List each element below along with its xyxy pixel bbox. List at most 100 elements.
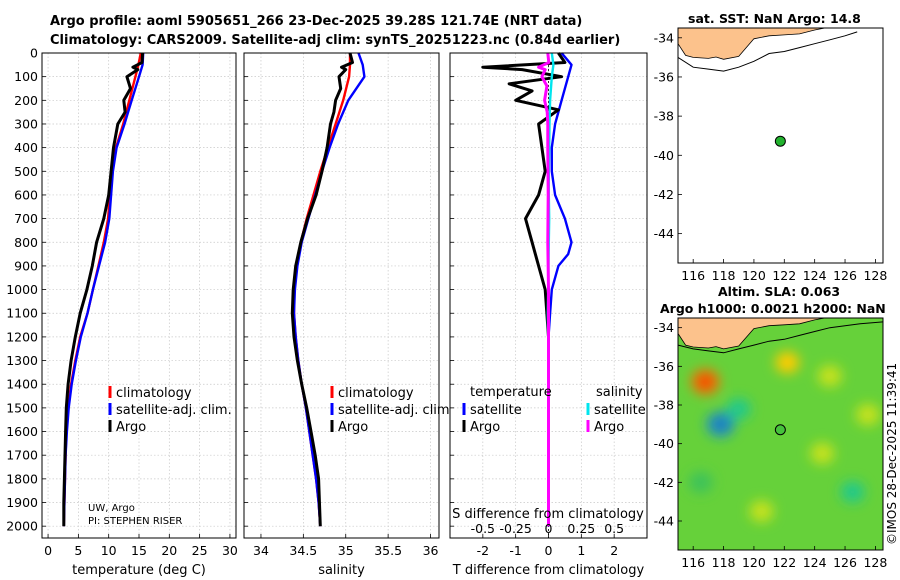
x-tick-label: 122: [772, 555, 796, 570]
depth-contour: [678, 31, 858, 72]
difference-profile-panel: -2 -1 0 1 2 T difference from climatology temp…: [449, 52, 648, 578]
legend-label: climatology: [116, 386, 192, 401]
y-tick-label: -40: [654, 436, 674, 451]
y-tick-label: -38: [654, 398, 674, 413]
x-tick-label: 126: [833, 268, 857, 283]
sla-anomaly: [855, 403, 880, 426]
sst-map-panel: 116 118 120 122 124 126 128 -34 -36 -38 -40 -42 -44: [654, 27, 887, 283]
x-tick-label: -2: [477, 543, 489, 558]
top-tick-label: -0.5: [471, 521, 495, 536]
x-tick-label: 15: [131, 543, 147, 558]
y-tick-label: -42: [654, 475, 674, 490]
y-tick-label: 1600: [6, 424, 38, 439]
y-tick-label: -36: [654, 69, 674, 84]
sla-map-panel: 116 118 120 122 124 126 128 -34 -36 -38 -40 -42 -44: [654, 317, 887, 570]
map-content: [678, 28, 883, 263]
y-tick-label: 800: [14, 235, 38, 250]
sst-map-title: sat. SST: NaN Argo: 14.8: [688, 11, 861, 26]
x-tick-label: 5: [74, 543, 82, 558]
sla-anomaly: [688, 471, 713, 494]
x-tick-label: 124: [803, 555, 827, 570]
x-tick-label: 128: [863, 268, 887, 283]
x-axis-label: salinity: [318, 563, 365, 578]
top-axis-label: S difference from climatology: [452, 507, 644, 522]
y-tick-label: -40: [654, 148, 674, 163]
y-tick-label: 700: [14, 211, 38, 226]
sla-anomaly: [775, 351, 800, 374]
series-satellite-adj-clim-: [292, 52, 366, 527]
sla-anomaly: [726, 398, 751, 420]
x-tick-label: 120: [742, 555, 766, 570]
temperature-profile-panel: 0100200300400500600700800900100011001200…: [6, 46, 238, 579]
x-tick-label: 116: [681, 268, 705, 283]
salinity-profile-panel: 34 34.5 35 35.5 36 salinity climatology satelli…: [243, 52, 454, 578]
sla-map-title-line2: Argo h1000: 0.0021 h2000: NaN: [660, 301, 886, 316]
x-tick-label: 116: [681, 555, 705, 570]
legend-label: satellite-adj. clim.: [338, 403, 454, 418]
y-tick-label: 1700: [6, 448, 38, 463]
y-tick-label: 300: [14, 116, 38, 131]
x-tick-label: 118: [712, 268, 736, 283]
x-tick-label: 118: [712, 555, 736, 570]
y-tick-label: 600: [14, 187, 38, 202]
y-tick-label: 1100: [6, 306, 38, 321]
y-tick-label: 2000: [6, 519, 38, 534]
y-tick-label: 1500: [6, 400, 38, 415]
plot-frame: [449, 52, 648, 539]
legend-label: Argo: [594, 420, 624, 435]
top-tick-label: 0.25: [567, 521, 595, 536]
map-frame: [677, 27, 884, 264]
x-tick-label: 36: [423, 543, 439, 558]
annotation-text: UW, Argo: [88, 503, 135, 514]
top-tick-label: -0.25: [499, 521, 531, 536]
x-tick-label: 128: [863, 555, 887, 570]
y-tick-label: 1300: [6, 353, 38, 368]
figure-title-line2: Climatology: CARS2009. Satellite-adj cli…: [50, 33, 621, 48]
legend-heading: salinity: [596, 385, 643, 400]
y-tick-label: 1000: [6, 282, 38, 297]
map-content: [678, 318, 883, 550]
sla-anomaly: [840, 481, 865, 503]
x-tick-label: 20: [161, 543, 177, 558]
y-tick-label: 0: [30, 46, 38, 61]
x-axis-label: T difference from climatology: [452, 563, 645, 578]
sla-anomaly: [749, 500, 774, 523]
x-tick-label: -1: [509, 543, 521, 558]
x-tick-label: 124: [803, 268, 827, 283]
y-tick-label: -44: [654, 514, 674, 529]
argo-position-marker: [774, 424, 786, 436]
x-tick-label: 1: [577, 543, 585, 558]
x-tick-label: 25: [192, 543, 208, 558]
y-tick-label: -42: [654, 187, 674, 202]
y-tick-label: -38: [654, 109, 674, 124]
top-tick-label: 0.5: [604, 521, 624, 536]
legend-label: Argo: [116, 420, 146, 435]
anomaly-field: [688, 351, 880, 523]
map-frame: [677, 317, 884, 551]
legend-label: Argo: [338, 420, 368, 435]
plot-frame: [243, 52, 440, 539]
x-tick-label: 30: [222, 543, 238, 558]
legend-label: satellite-adj. clim.: [116, 403, 232, 418]
top-tick-label: 0: [545, 521, 553, 536]
x-tick-label: 34.5: [289, 543, 317, 558]
y-tick-label: 1800: [6, 471, 38, 486]
x-tick-label: 10: [101, 543, 117, 558]
legend-heading: temperature: [470, 385, 552, 400]
y-tick-label: 500: [14, 164, 38, 179]
sla-anomaly-core: [714, 418, 727, 431]
sla-anomaly: [810, 442, 835, 465]
sla-map-title-line1: Altim. SLA: 0.063: [718, 284, 841, 299]
annotation-text: PI: STEPHEN RISER: [88, 516, 182, 527]
y-tick-label: 100: [14, 69, 38, 84]
series-argo: [290, 52, 354, 527]
x-tick-label: 35: [338, 543, 354, 558]
sla-anomaly: [817, 365, 842, 387]
depth-contour: [678, 321, 883, 354]
land-area: [678, 318, 827, 350]
y-tick-label: -34: [654, 320, 674, 335]
x-tick-label: 35.5: [374, 543, 402, 558]
y-tick-label: -34: [654, 30, 674, 45]
x-tick-label: 122: [772, 268, 796, 283]
